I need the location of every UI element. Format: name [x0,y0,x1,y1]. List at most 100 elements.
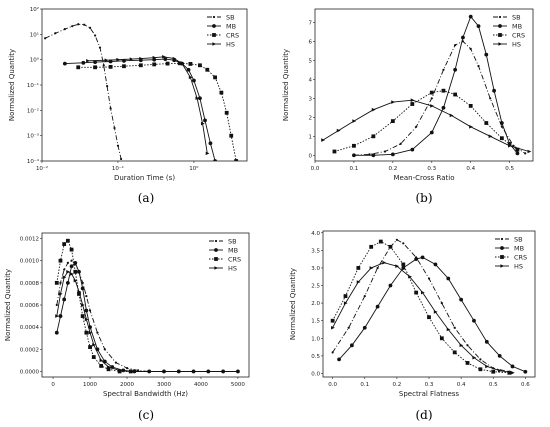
data-point-hs [200,121,205,126]
data-point-sb [440,302,443,305]
data-point-crs [152,62,157,67]
data-point-hs [77,289,82,294]
data-point-crs [465,361,470,365]
data-point-sb [383,150,387,153]
legend-marker-crs [212,33,216,37]
data-point-mb [108,59,113,64]
chart-panel-1: 0.0 0.1 0.2 0.3 0.4 0.5 0 1 2 3 4 5 6 7 Mean-Cross Rat… [282,8,534,205]
x-tick-label: 4000 [194,382,208,388]
data-point-hs [356,280,361,284]
data-point-hs [152,55,157,60]
data-point-mb [73,261,78,265]
x-tick-label: 0.2 [393,382,402,388]
data-point-mb [459,297,464,302]
data-point-hs [352,119,357,123]
legend-marker-hs [214,266,219,270]
data-point-sb [453,326,456,329]
data-point-mb [198,96,202,101]
plot-frame [322,230,536,378]
data-point-sb [376,266,379,270]
series-line-crs [334,90,518,152]
data-point-mb [77,269,81,274]
data-point-mb [69,264,74,269]
data-point-mb [446,276,451,281]
x-tick-label: 10⁻² [36,165,48,172]
data-point-mb [441,105,446,110]
data-point-crs [77,292,81,296]
data-point-mb [213,159,217,161]
data-point-hs [58,292,63,296]
data-point-sb [89,26,92,29]
data-point-mb [208,141,213,146]
data-point-mb [484,339,489,344]
x-axis-label: Spectral Flatness [399,390,460,398]
y-tick-label: 1.0 [311,336,320,342]
data-point-crs [138,63,143,68]
x-tick-label: 0.6 [521,382,530,388]
data-point-hs [81,303,85,307]
y-tick-label: 2.0 [311,301,320,307]
data-point-mb [176,369,181,374]
series-line-mb [56,262,238,372]
x-tick-label: 0.1 [360,382,369,388]
legend-label-hs: HS [514,262,523,270]
data-point-crs [378,239,383,244]
y-tick-label: 2.5 [311,284,320,290]
panel-caption: (a) [138,191,155,205]
series-line-crs [332,241,510,374]
data-point-hs [66,269,71,274]
data-point-sb [479,358,482,361]
data-point-hs [446,327,451,332]
data-point-crs [499,136,504,141]
plot-area [330,238,528,375]
data-point-mb [206,369,211,374]
data-point-crs [198,63,202,68]
series-line-hs [322,99,530,152]
data-point-sb [59,281,62,284]
y-tick-label: 10² [30,6,39,13]
data-point-hs [104,58,109,63]
y-tick-label: 0.0008 [20,281,40,287]
y-tick-label: 3 [309,96,313,102]
y-tick-label: 1 [309,134,313,140]
y-tick-label: 2 [309,115,313,121]
data-point-hs [469,125,473,129]
data-point-mb [236,369,240,374]
x-tick-label: 3000 [157,382,171,388]
y-tick-label: 7 [309,20,313,26]
data-point-sb [103,348,106,351]
data-point-crs [229,133,234,138]
data-point-mb [192,78,196,83]
data-point-crs [177,61,182,66]
data-point-mb [461,35,465,40]
data-point-sb [93,34,97,37]
data-point-crs [58,258,63,263]
data-point-mb [433,262,438,267]
data-point-mb [62,297,67,302]
data-point-sb [44,37,47,40]
data-point-sb [88,309,92,312]
data-point-sb [119,157,123,161]
data-point-hs [73,278,78,283]
data-point-mb [453,67,458,72]
legend-label-mb: MB [514,244,524,252]
data-point-crs [491,369,496,374]
data-point-sb [524,152,527,155]
data-point-crs [352,143,356,148]
legend-label-crs: CRS [228,255,241,263]
data-point-sb [347,326,350,329]
data-point-sb [113,126,116,130]
plot-area [54,238,240,374]
data-point-mb [388,283,393,288]
data-point-sb [71,25,74,28]
data-point-mb [468,14,473,19]
legend-marker-crs [214,257,218,261]
x-tick-label: 0.3 [427,166,436,172]
x-tick-label: 0 [51,382,55,388]
data-point-mb [84,308,89,313]
data-point-hs [118,368,122,373]
data-point-mb [362,325,367,330]
legend-marker-crs [498,33,502,37]
y-axis-label: Normalized Quantity [282,49,290,121]
